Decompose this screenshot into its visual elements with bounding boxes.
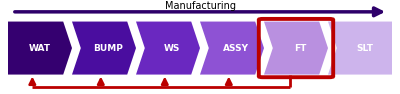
Text: FT: FT xyxy=(294,44,306,53)
Text: SLT: SLT xyxy=(356,44,373,53)
Polygon shape xyxy=(264,22,328,75)
Polygon shape xyxy=(8,22,72,75)
Text: WAT: WAT xyxy=(29,44,51,53)
Polygon shape xyxy=(328,22,392,75)
Text: ASSY: ASSY xyxy=(223,44,250,53)
Text: BUMP: BUMP xyxy=(94,44,123,53)
Text: WS: WS xyxy=(164,44,180,53)
Polygon shape xyxy=(72,22,136,75)
Polygon shape xyxy=(136,22,200,75)
Polygon shape xyxy=(200,22,264,75)
Text: Manufacturing: Manufacturing xyxy=(164,1,236,11)
